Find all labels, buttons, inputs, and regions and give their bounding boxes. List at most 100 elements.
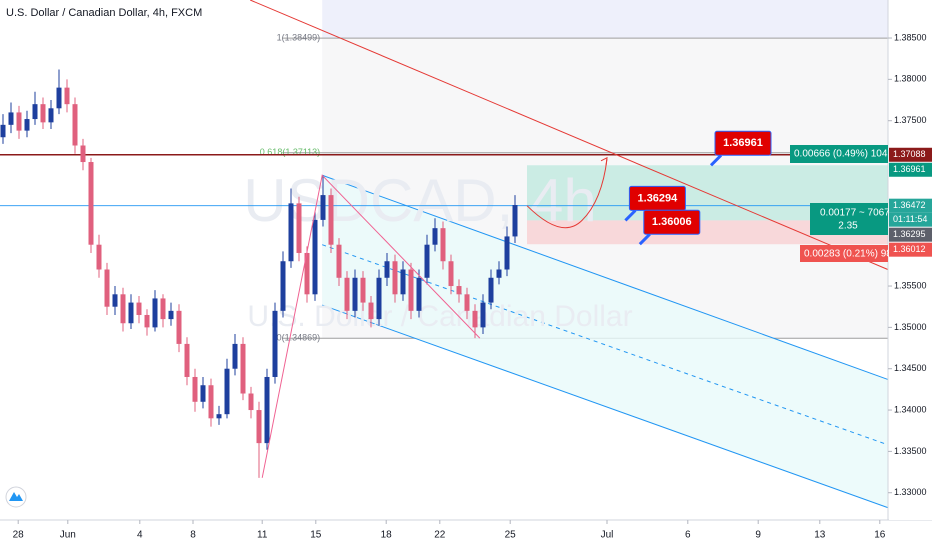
y-tick-label: 1.38000 — [894, 74, 927, 84]
x-tick-label: 13 — [814, 530, 826, 541]
candle-body — [152, 298, 158, 328]
stop-info-box — [800, 245, 888, 262]
x-tick-label: 6 — [685, 530, 691, 541]
candle-body — [480, 302, 486, 328]
candle-body — [24, 119, 30, 131]
candle-body — [304, 252, 310, 295]
candle-body — [248, 393, 254, 411]
candle-body — [48, 108, 54, 123]
x-tick-label: 22 — [434, 530, 446, 541]
candle-body — [144, 314, 150, 328]
candle-body — [56, 87, 62, 109]
channel-fill — [322, 175, 888, 508]
candle-body — [136, 302, 142, 315]
x-tick-label: 25 — [505, 530, 517, 541]
zigzag — [261, 174, 481, 478]
candle-body — [384, 261, 390, 278]
watermark-symbol: USDCAD, 4h — [243, 167, 596, 234]
candle-body — [128, 302, 134, 324]
target-info-box — [790, 145, 888, 163]
y-tick-label: 1.37500 — [894, 115, 927, 125]
callout-pointer — [638, 233, 651, 246]
candle-body — [40, 104, 46, 123]
target-info: 0.00666 (0.49%) 104 — [794, 149, 888, 160]
candle-body — [272, 310, 278, 377]
candle-body — [176, 310, 182, 344]
candle-body — [256, 410, 262, 444]
candle-body — [472, 310, 478, 328]
y-tick-label: 1.34000 — [894, 404, 927, 414]
candle-body — [168, 310, 174, 320]
candle-body — [240, 343, 246, 394]
candle-body — [64, 87, 70, 105]
candle-body — [104, 269, 110, 307]
price-tag — [889, 227, 932, 242]
price-axis-bg — [889, 0, 932, 520]
candle-body — [280, 261, 286, 311]
trendline — [250, 0, 888, 270]
axes: 1.38500 1.38000 1.37500 1.35500 1.35000 1.345… — [13, 0, 932, 541]
price-tag-label: 1.37088 — [893, 149, 926, 159]
candle-body — [16, 112, 22, 131]
x-tick-label: 28 — [13, 530, 25, 541]
candle-body — [72, 104, 78, 146]
callout-box — [714, 130, 772, 156]
countdown: 01:11:54 — [893, 214, 927, 224]
y-tick-label: 1.33000 — [894, 487, 927, 497]
logo-icon — [9, 492, 23, 501]
candle-body — [400, 269, 406, 295]
candle-body — [112, 294, 118, 307]
callout-box — [643, 209, 701, 235]
fib-label: 0(1.34869) — [277, 333, 321, 343]
price-tag — [889, 147, 932, 162]
drawings: 1(1.38499) 0.618(1.37113) 0(1.34869) — [260, 0, 888, 509]
x-tick-label: Jul — [601, 530, 614, 541]
price-tag-label: 1.36295 — [893, 229, 926, 239]
candle-body — [208, 385, 214, 419]
callout-label: 1.36961 — [723, 137, 763, 149]
candle-body — [200, 385, 206, 402]
candle-body — [464, 294, 470, 311]
stop-info: 0.00283 (0.21%) 98 — [804, 249, 892, 260]
price-tag-label: 1.36012 — [893, 244, 926, 254]
candle-body — [216, 414, 222, 419]
candle-body — [416, 277, 422, 311]
x-tick-label: 18 — [381, 530, 393, 541]
x-tick-label: 4 — [137, 530, 143, 541]
candle-body — [224, 368, 230, 415]
arrow-head — [600, 156, 608, 166]
callout-pointer — [709, 154, 723, 167]
candle-body — [456, 286, 462, 295]
price-tag — [889, 242, 932, 257]
fib-label: 0.618(1.37113) — [260, 147, 320, 157]
candle-body — [360, 277, 366, 303]
channel-lower — [322, 304, 888, 509]
candle-body — [344, 277, 350, 311]
candle-body — [336, 244, 342, 278]
candle-body — [512, 205, 518, 237]
y-tick-label: 1.35500 — [894, 280, 927, 290]
plot: 1.36961 1.36294 1.36006 — [0, 0, 888, 478]
candle-body — [288, 203, 294, 262]
y-tick-label: 1.34500 — [894, 363, 927, 373]
candle-body — [120, 294, 126, 324]
x-tick-label: 16 — [874, 530, 886, 541]
candle-body — [0, 124, 6, 138]
candle-body — [96, 244, 102, 270]
callout-label: 1.36294 — [638, 192, 679, 204]
candle-body — [352, 277, 358, 311]
callout-pointer — [624, 209, 637, 222]
candle-body — [496, 269, 502, 278]
candle-body — [32, 104, 38, 120]
channel-upper — [322, 174, 888, 380]
x-tick-label: 15 — [310, 530, 322, 541]
candle-body — [296, 203, 302, 253]
fib-zone-top — [322, 0, 888, 39]
callout-label: 1.36006 — [652, 216, 692, 228]
candle-body — [184, 343, 190, 377]
watermark-name: U.S. Dollar / Canadian Dollar — [247, 300, 632, 333]
x-tick-label: Jun — [60, 530, 76, 541]
chart-title: U.S. Dollar / Canadian Dollar, 4h, FXCM — [6, 7, 202, 19]
candle-body — [160, 298, 166, 320]
